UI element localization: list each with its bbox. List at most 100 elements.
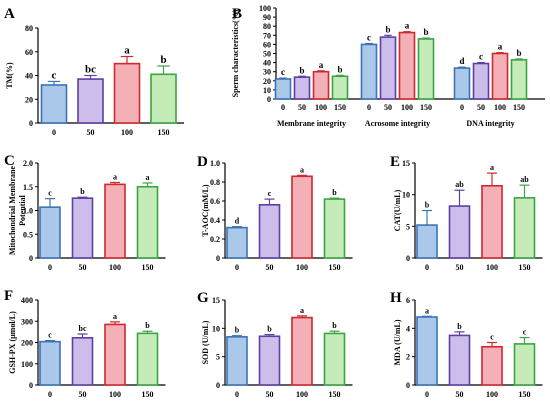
x-tick-label: 100 <box>296 263 308 272</box>
y-tick-label: 60 <box>263 40 271 49</box>
x-tick-label: 0 <box>460 103 464 112</box>
bar <box>293 76 311 100</box>
bar <box>226 226 248 259</box>
y-tick-label: 20 <box>25 95 33 104</box>
chart-panel-f: F 0 100 200 300 400 GSH-PX (μmol/L) c 0 bc 50 a 100 b… <box>4 288 166 399</box>
significance-label: c <box>523 328 527 337</box>
x-tick-label: 50 <box>266 390 274 399</box>
significance-label: a <box>300 306 304 315</box>
x-tick-label: 0 <box>367 103 371 112</box>
y-tick-label: 0.2 <box>210 235 220 244</box>
y-axis-title: SOD (U/mL) <box>201 320 210 364</box>
panel-letter: G <box>197 290 209 306</box>
y-tick-label: 80 <box>263 22 271 31</box>
y-tick-label: 5 <box>216 353 220 362</box>
x-tick-label: 150 <box>420 103 432 112</box>
group-label: Membrane integrity <box>277 119 346 128</box>
bar <box>104 323 126 386</box>
significance-label: b <box>425 201 430 210</box>
significance-label: a <box>124 45 130 57</box>
significance-label: c <box>479 52 483 62</box>
bar <box>448 334 471 386</box>
significance-label: b <box>332 188 337 197</box>
y-tick-label: 5 <box>406 222 410 231</box>
bar <box>136 332 159 386</box>
significance-label: b <box>385 24 390 34</box>
significance-label: c <box>48 189 52 198</box>
significance-label: a <box>319 60 324 70</box>
x-tick-label: 0 <box>52 128 56 137</box>
panel-letter: A <box>4 6 15 22</box>
x-tick-label: 150 <box>334 103 346 112</box>
panel-letter: F <box>4 288 13 304</box>
y-tick-label: 0.8 <box>210 178 220 187</box>
x-tick-label: 0 <box>235 390 239 399</box>
x-tick-label: 100 <box>315 103 327 112</box>
significance-label: b <box>337 64 342 74</box>
group-label: DNA integrity <box>466 119 514 128</box>
y-tick-label: 0.4 <box>210 216 220 225</box>
significance-label: b <box>457 322 462 331</box>
y-tick-label: 50 <box>263 50 271 59</box>
significance-label: a <box>405 21 410 31</box>
y-axis-title: T-AOC(mM/L) <box>201 184 210 236</box>
y-tick-label: 4 <box>406 324 410 333</box>
y-tick-label: 0.5 <box>23 230 33 239</box>
x-tick-label: 50 <box>266 263 274 272</box>
bar <box>481 185 503 259</box>
bar <box>104 183 126 259</box>
x-tick-label: 100 <box>296 390 308 399</box>
panel-letter: E <box>390 154 400 170</box>
significance-label: c <box>52 69 57 81</box>
bar <box>323 332 346 386</box>
bar <box>312 70 330 100</box>
y-tick-label: 30 <box>263 68 271 77</box>
x-tick-label: 50 <box>79 263 87 272</box>
bar <box>491 52 509 100</box>
x-tick-label: 150 <box>513 103 525 112</box>
bar <box>472 62 490 100</box>
y-tick-label: 1.0 <box>210 159 220 168</box>
significance-label: d <box>235 217 240 226</box>
significance-label: b <box>299 65 304 75</box>
x-tick-label: 0 <box>281 103 285 112</box>
significance-label: b <box>235 326 240 335</box>
chart-panel-g: G 0 5 10 15 SOD (U/mL) b 0 b 50 a 100 b 150 <box>197 290 353 399</box>
x-tick-label: 150 <box>519 263 531 272</box>
chart-panel-e: E 0 5 10 15 CAT(U/mL) b 0 ab 50 a 100 ab 150 <box>390 154 543 272</box>
bar <box>39 340 61 386</box>
bar <box>323 198 346 259</box>
bar <box>360 43 378 100</box>
x-tick-label: 100 <box>109 263 121 272</box>
panel-letter: D <box>197 154 208 170</box>
significance-label: c <box>367 32 371 42</box>
significance-label: b <box>516 48 521 58</box>
y-tick-label: 0 <box>29 381 33 390</box>
y-axis-title: Sperm characteristics(%) <box>231 9 240 97</box>
y-tick-label: 6 <box>406 296 410 305</box>
y-tick-label: 0 <box>267 95 271 104</box>
significance-label: a <box>113 312 117 321</box>
y-tick-label: 2 <box>406 353 410 362</box>
significance-label: b <box>145 321 150 330</box>
x-tick-label: 150 <box>142 390 154 399</box>
y-axis-title: Mitochondrial MembranePotential <box>8 166 27 256</box>
bar <box>291 316 313 386</box>
x-tick-label: 0 <box>48 263 52 272</box>
y-tick-label: 80 <box>25 24 33 33</box>
significance-label: a <box>113 172 117 181</box>
y-tick-label: 60 <box>25 48 33 57</box>
panel-letter: C <box>4 153 15 169</box>
bar <box>113 62 141 124</box>
group-label: Acrosome integrity <box>365 119 430 128</box>
y-tick-label: 15 <box>402 159 410 168</box>
significance-label: ab <box>520 175 529 184</box>
y-tick-label: 70 <box>263 31 271 40</box>
y-tick-label: 0 <box>406 254 410 263</box>
y-tick-label: 1.5 <box>23 183 33 192</box>
x-tick-label: 50 <box>477 103 485 112</box>
y-axis-title-line: Mitochondrial Membrane <box>8 166 17 256</box>
y-tick-label: 0 <box>216 381 220 390</box>
y-tick-label: 40 <box>263 59 271 68</box>
